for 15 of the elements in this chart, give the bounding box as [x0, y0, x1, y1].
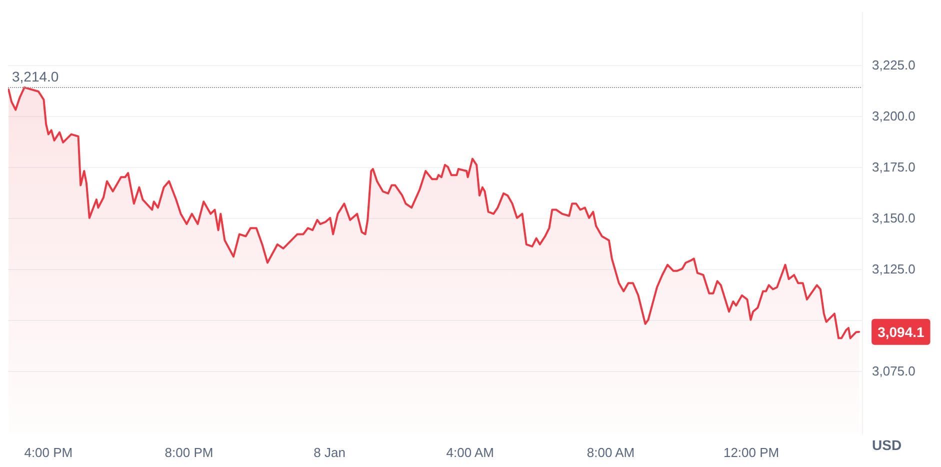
y-tick-label: 3,175.0 — [872, 159, 916, 174]
x-tick-label: 4:00 PM — [24, 445, 73, 460]
y-tick-label: 3,150.0 — [872, 210, 916, 226]
x-tick-label: 12:00 PM — [723, 445, 780, 460]
annotation: 3,094.1 — [878, 324, 924, 340]
y-tick-label: 3,125.0 — [872, 261, 916, 276]
ref-line-label: 3,214.0 — [12, 68, 59, 84]
x-tick-label: 8:00 AM — [586, 445, 635, 460]
y-axis-title: USD — [872, 437, 902, 453]
x-tick-label: 8:00 PM — [164, 445, 214, 460]
x-tick-label: 4:00 AM — [446, 445, 494, 460]
y-tick-label: 3,225.0 — [872, 58, 916, 73]
y-tick-label: 3,200.0 — [872, 108, 916, 124]
y-tick-label: 3,075.0 — [872, 363, 916, 378]
x-tick-label: 8 Jan — [314, 445, 346, 460]
